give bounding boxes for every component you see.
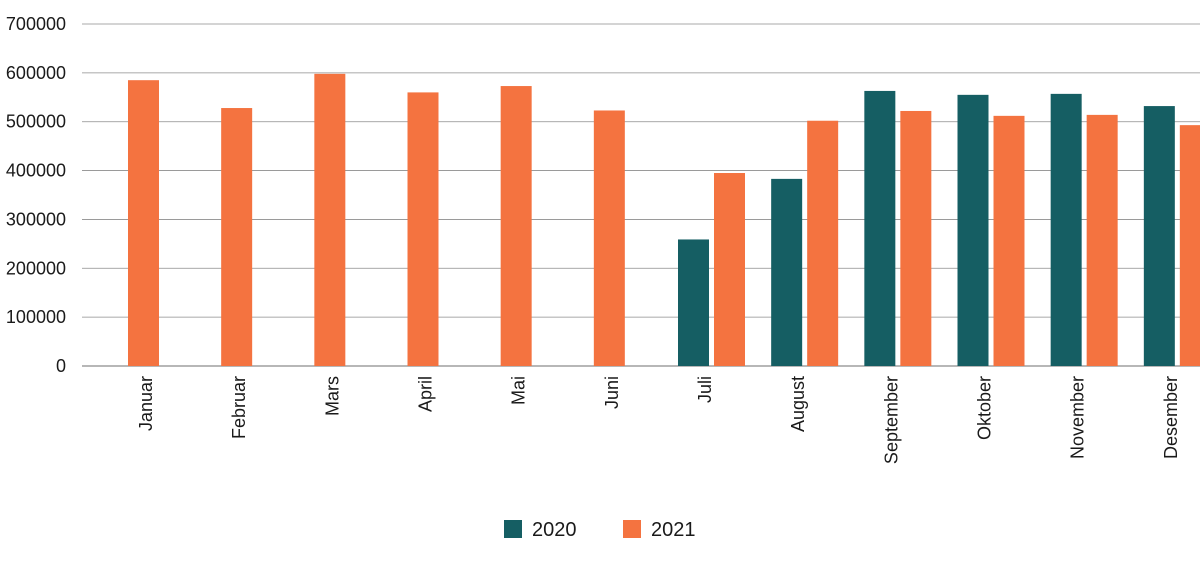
bar-2021-juli <box>714 173 745 366</box>
bar-2020-oktober <box>957 94 989 366</box>
x-tick-label: Desember <box>1161 376 1181 459</box>
y-tick-label: 100000 <box>6 307 66 327</box>
bars <box>128 73 1200 367</box>
bar-2021-juni <box>593 110 625 366</box>
x-tick-label: Juni <box>602 376 622 409</box>
bar-2021-mars <box>314 73 346 366</box>
legend-item: 2021 <box>623 519 696 541</box>
legend-item: 2020 <box>504 519 577 541</box>
y-axis-tick-labels: 0 100000 200000 300000 400000 500000 600000 700… <box>6 14 66 376</box>
x-tick-label: Januar <box>136 376 156 431</box>
bar-2021-desember <box>1179 125 1200 367</box>
x-tick-label: Oktober <box>975 376 995 440</box>
x-tick-label: Juli <box>695 376 715 403</box>
legend-label: 2020 <box>532 519 577 541</box>
bar-2020-september <box>864 90 896 366</box>
bar-2020-juli <box>678 239 709 366</box>
x-tick-label: September <box>881 376 901 464</box>
bar-2021-februar <box>221 108 253 366</box>
y-tick-label: 200000 <box>6 258 66 278</box>
bar-2020-november <box>1050 93 1082 366</box>
bar-2021-september <box>900 110 932 366</box>
y-tick-label: 500000 <box>6 112 66 132</box>
bar-2021-mai <box>500 86 532 366</box>
x-tick-label: April <box>416 376 436 412</box>
legend-label: 2021 <box>651 519 696 541</box>
y-tick-label: 0 <box>56 356 66 376</box>
legend-swatch <box>504 520 522 538</box>
y-tick-label: 700000 <box>6 14 66 34</box>
y-tick-label: 600000 <box>6 63 66 83</box>
x-axis-tick-labels: Januar Februar Mars April Mai Juni Juli August S… <box>136 376 1181 464</box>
bar-2021-april <box>407 92 439 367</box>
bar-2020-desember <box>1143 106 1175 366</box>
bar-2021-august <box>807 120 839 366</box>
y-tick-label: 400000 <box>6 161 66 181</box>
bar-2021-november <box>1086 114 1118 366</box>
x-tick-label: Mars <box>322 376 342 416</box>
x-tick-label: August <box>788 376 808 432</box>
x-tick-label: Mai <box>509 376 529 405</box>
legend: 2020 2021 <box>504 519 696 541</box>
y-tick-label: 300000 <box>6 209 66 229</box>
legend-swatch <box>623 520 641 538</box>
bar-2021-januar <box>128 80 159 366</box>
x-tick-label: Februar <box>229 376 249 439</box>
bar-2021-oktober <box>993 115 1025 366</box>
bar-2020-august <box>771 178 803 366</box>
x-tick-label: November <box>1068 376 1088 459</box>
